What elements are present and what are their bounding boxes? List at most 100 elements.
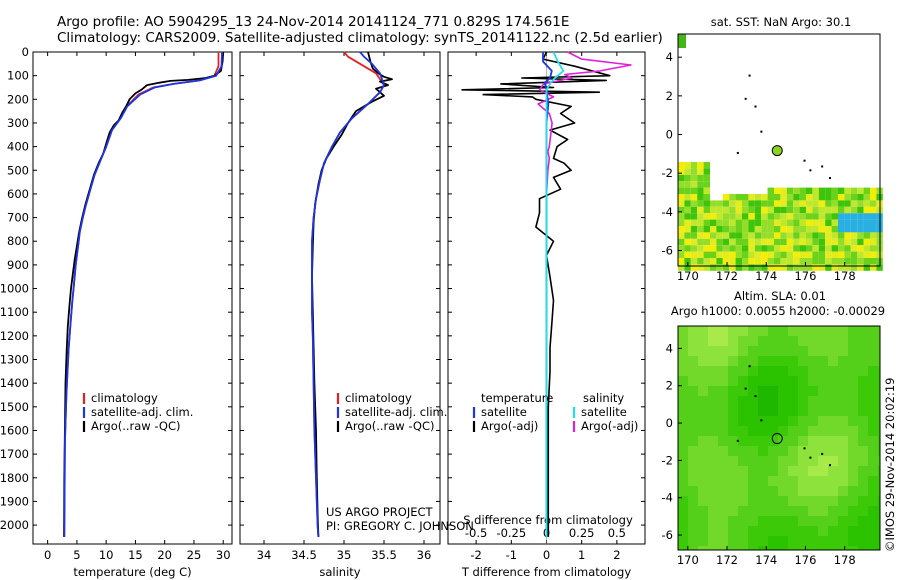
sst-cell <box>697 206 704 214</box>
sla-cell <box>878 406 880 416</box>
sst-cell <box>690 162 698 169</box>
sla-cell <box>698 386 708 396</box>
sst-cell <box>863 232 870 239</box>
sla-cell <box>858 546 868 550</box>
sla-cell <box>878 376 880 386</box>
sst-cell <box>799 251 806 258</box>
sla-cell <box>808 456 818 466</box>
sst-cell <box>761 206 768 214</box>
sla-cell <box>748 446 758 456</box>
sst-cell <box>678 213 685 220</box>
sla-cell <box>698 366 708 376</box>
sla-cell <box>768 426 778 436</box>
sla-cell <box>678 356 688 366</box>
sst-cell <box>825 245 832 252</box>
sla-cell <box>788 496 798 506</box>
sla-cell <box>838 516 848 526</box>
sla-cell <box>878 526 880 536</box>
sst-cell <box>838 226 845 233</box>
sst-cell <box>786 200 794 207</box>
sla-cell <box>798 476 808 486</box>
sla-cell <box>848 546 858 550</box>
sst-cell <box>780 187 787 194</box>
sst-cell <box>863 226 870 233</box>
sst-cell <box>818 251 826 258</box>
sst-cell <box>812 232 819 239</box>
sla-cell <box>788 346 798 356</box>
sla-cell <box>768 516 778 526</box>
sst-cell <box>786 258 794 265</box>
sst-cell <box>786 213 794 220</box>
sla-cell <box>768 406 778 416</box>
sst-cell <box>793 226 800 233</box>
sla-cell <box>738 516 748 526</box>
sst-cell <box>742 245 749 252</box>
sst-cell <box>831 251 838 258</box>
sla-cell <box>778 396 788 406</box>
sla-cell <box>778 516 788 526</box>
sla-cell <box>848 446 858 456</box>
sst-cell <box>863 258 870 265</box>
sla-cell <box>708 516 718 526</box>
sst-cell <box>703 226 710 233</box>
sla-cell <box>738 376 748 386</box>
sst-cell <box>812 251 819 258</box>
sla-cell <box>788 456 798 466</box>
sst-cell <box>716 213 723 220</box>
sst-cell <box>786 245 794 252</box>
sst-cell <box>780 213 787 220</box>
temperature-legend-climatology-label: climatology <box>91 391 158 405</box>
depth-tick-label: 600 <box>7 187 29 201</box>
sla-cell <box>678 436 688 446</box>
sst-cell <box>690 232 698 239</box>
sla-cell <box>818 346 828 356</box>
sla-cell <box>808 436 818 446</box>
sla-cell <box>838 406 848 416</box>
temperature-legend-satellite-label: satellite-adj. clim. <box>91 405 193 419</box>
sst-cell <box>812 258 819 265</box>
sla-cell <box>728 416 738 426</box>
sst-cell <box>806 245 813 252</box>
sla-ytick-label: -2 <box>662 453 673 467</box>
sst-cell <box>850 238 858 246</box>
sst-cell <box>697 194 704 201</box>
sla-cell <box>738 406 748 416</box>
sst-cell <box>722 258 730 265</box>
sst-cell <box>844 194 851 201</box>
sla-cell <box>868 356 878 366</box>
sla-cell <box>698 436 708 446</box>
sla-cell <box>738 326 748 336</box>
sst-cell <box>825 232 832 239</box>
sla-map-title: Altim. SLA: 0.01 <box>734 289 826 303</box>
sst-cell <box>684 200 691 207</box>
sst-cell <box>857 264 864 271</box>
sla-map-frame <box>677 325 881 551</box>
sla-cell <box>718 366 728 376</box>
sst-cell <box>697 232 704 239</box>
sla-cell <box>848 486 858 496</box>
sla-cell <box>708 386 718 396</box>
sla-cell <box>868 436 878 446</box>
sst-cell <box>838 251 845 258</box>
sla-cell <box>808 376 818 386</box>
sst-cell <box>722 245 730 252</box>
sla-cell <box>858 476 868 486</box>
sst-cell <box>767 264 774 271</box>
sst-cell <box>754 251 762 258</box>
sla-cell <box>828 396 838 406</box>
sla-cell <box>718 466 728 476</box>
sla-cell <box>748 426 758 436</box>
sla-cell <box>708 326 718 336</box>
temperature-climatology-line <box>63 52 220 537</box>
sst-cell <box>754 258 762 265</box>
sla-cell <box>738 426 748 436</box>
sla-cell <box>678 376 688 386</box>
sla-cell <box>788 536 798 546</box>
sla-cell <box>728 366 738 376</box>
sla-cell <box>748 466 758 476</box>
sla-cell <box>798 466 808 476</box>
sst-cell <box>716 200 723 207</box>
sst-cell <box>793 251 800 258</box>
sst-cell <box>850 194 858 201</box>
sst-cell <box>690 187 698 194</box>
